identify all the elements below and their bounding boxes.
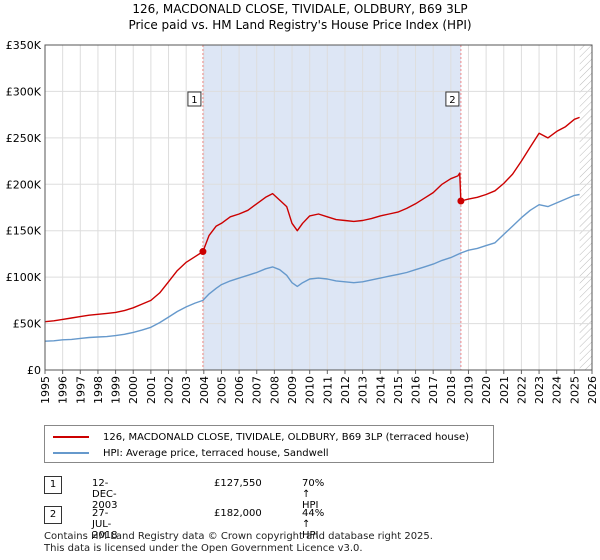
x-tick-label-1995: 1995 bbox=[39, 376, 52, 404]
x-tick-label-2014: 2014 bbox=[374, 376, 387, 404]
x-tick-label-2008: 2008 bbox=[268, 376, 281, 404]
x-tick-label-2003: 2003 bbox=[180, 376, 193, 404]
sale-point-1 bbox=[199, 248, 207, 256]
x-tick-label-2021: 2021 bbox=[498, 376, 511, 404]
x-tick-label-2005: 2005 bbox=[215, 376, 228, 404]
legend: 126, MACDONALD CLOSE, TIVIDALE, OLDBURY,… bbox=[44, 425, 494, 463]
x-tick-label-2026: 2026 bbox=[586, 376, 599, 404]
plot-frame bbox=[44, 44, 593, 371]
sale-hpi-change-1: 70% ↑ HPI bbox=[302, 478, 325, 511]
x-tick-label-2017: 2017 bbox=[427, 376, 440, 404]
x-tick-label-2004: 2004 bbox=[198, 376, 211, 404]
forecast-hatch-region bbox=[579, 45, 592, 370]
sale-price-2: £182,000 bbox=[214, 508, 262, 519]
y-tick-label-3: £150K bbox=[6, 225, 42, 238]
x-tick-label-2015: 2015 bbox=[392, 376, 405, 404]
y-tick-label-7: £350K bbox=[6, 39, 42, 52]
x-tick-label-1999: 1999 bbox=[110, 376, 123, 404]
x-tick-label-1997: 1997 bbox=[74, 376, 87, 404]
sale-flag-label-1: 1 bbox=[191, 95, 197, 106]
legend-label-hpi: HPI: Average price, terraced house, Sand… bbox=[103, 447, 329, 459]
sale-hpi-change-2: 44% ↑ HPI bbox=[302, 508, 325, 541]
sale-marker-1: 1 bbox=[44, 476, 62, 494]
sale-flag-label-2: 2 bbox=[449, 95, 455, 106]
sale-marker-2: 2 bbox=[44, 506, 62, 524]
x-tick-label-2023: 2023 bbox=[533, 376, 546, 404]
price-chart: £0 £50K £100K £150K £200K £250K £300K £350K 1995… bbox=[6, 39, 599, 404]
x-tick-label-2006: 2006 bbox=[233, 376, 246, 404]
sale-date-1: 12-DEC-2003 bbox=[92, 478, 118, 511]
x-tick-label-2024: 2024 bbox=[551, 376, 564, 404]
x-tick-label-2025: 2025 bbox=[568, 376, 581, 404]
legend-swatch-property bbox=[53, 436, 89, 438]
x-tick-label-2010: 2010 bbox=[304, 376, 317, 404]
x-tick-label-2020: 2020 bbox=[480, 376, 493, 404]
sale-date-2: 27-JUL-2018 bbox=[92, 508, 118, 541]
x-tick-label-2018: 2018 bbox=[445, 376, 458, 404]
chart-title-line2: Price paid vs. HM Land Registry's House … bbox=[128, 18, 472, 32]
x-tick-label-2009: 2009 bbox=[286, 376, 299, 404]
sale-point-2 bbox=[457, 197, 465, 205]
legend-item-hpi: HPI: Average price, terraced house, Sand… bbox=[53, 446, 329, 460]
legend-swatch-hpi bbox=[53, 452, 89, 454]
chart-title-line1: 126, MACDONALD CLOSE, TIVIDALE, OLDBURY,… bbox=[132, 2, 468, 16]
x-tick-label-2001: 2001 bbox=[145, 376, 158, 404]
y-tick-label-6: £300K bbox=[6, 85, 42, 98]
x-tick-label-2022: 2022 bbox=[515, 376, 528, 404]
y-tick-label-0: £0 bbox=[27, 364, 41, 377]
sale-price-1: £127,550 bbox=[214, 478, 262, 489]
x-tick-label-2007: 2007 bbox=[251, 376, 264, 404]
ownership-shaded-region bbox=[202, 45, 461, 370]
legend-item-property: 126, MACDONALD CLOSE, TIVIDALE, OLDBURY,… bbox=[53, 430, 469, 444]
series-line-property bbox=[44, 116, 580, 323]
x-tick-label-1996: 1996 bbox=[57, 376, 70, 404]
x-tick-label-1998: 1998 bbox=[92, 376, 105, 404]
legend-label-property: 126, MACDONALD CLOSE, TIVIDALE, OLDBURY,… bbox=[103, 431, 470, 443]
y-tick-label-2: £100K bbox=[6, 271, 42, 284]
sale-flag-box-1 bbox=[187, 91, 202, 107]
x-tick-label-2011: 2011 bbox=[321, 376, 334, 404]
y-tick-label-5: £250K bbox=[6, 132, 42, 145]
series-line-hpi bbox=[44, 193, 580, 342]
y-tick-label-4: £200K bbox=[6, 178, 42, 191]
footer-copyright: Contains HM Land Registry data © Crown c… bbox=[44, 531, 433, 542]
x-tick-label-2013: 2013 bbox=[357, 376, 370, 404]
x-tick-label-2012: 2012 bbox=[339, 376, 352, 404]
x-tick-label-2002: 2002 bbox=[163, 376, 176, 404]
footer-license: This data is licensed under the Open Gov… bbox=[44, 543, 363, 554]
x-tick-label-2016: 2016 bbox=[410, 376, 423, 404]
x-tick-label-2019: 2019 bbox=[462, 376, 475, 404]
sale-flag-box-2 bbox=[445, 91, 460, 107]
y-tick-label-1: £50K bbox=[13, 318, 42, 331]
x-tick-label-2000: 2000 bbox=[127, 376, 140, 404]
